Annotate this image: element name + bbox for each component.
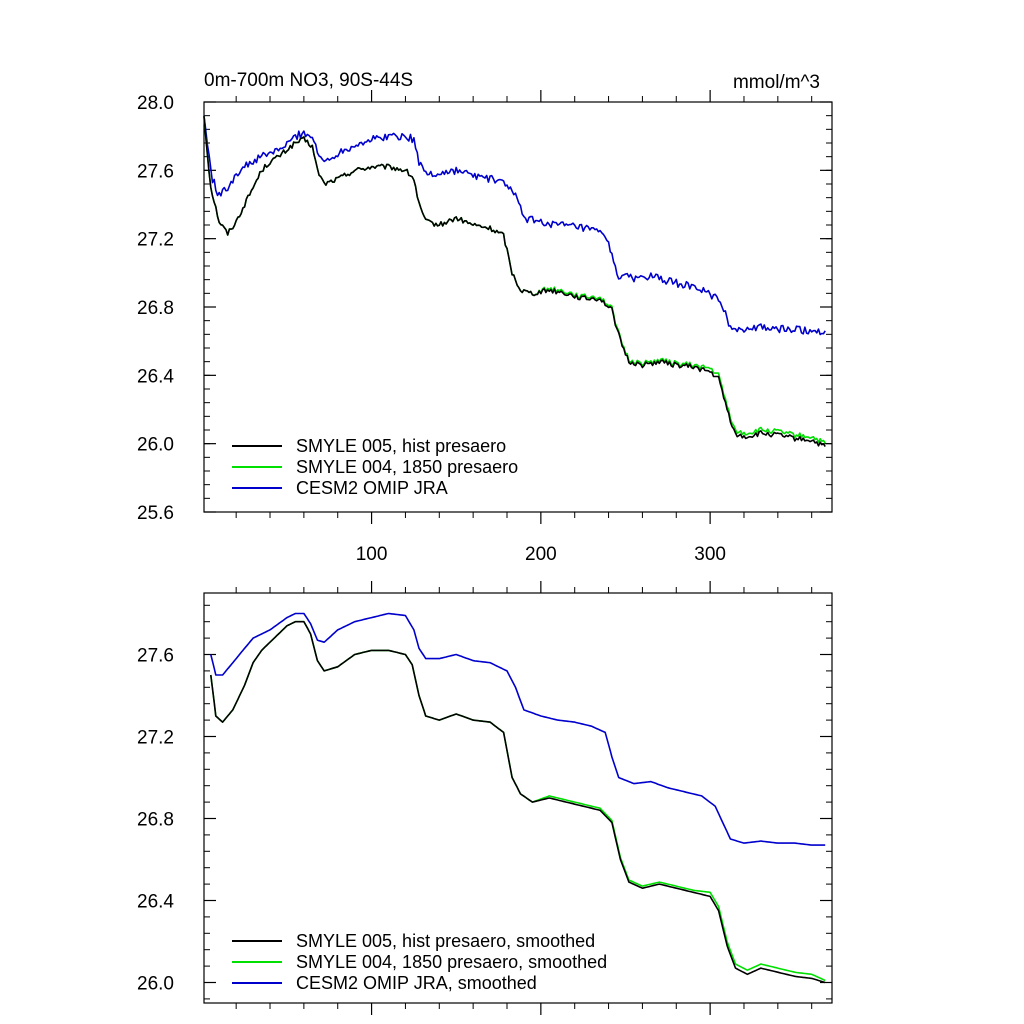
series-line bbox=[210, 612, 826, 846]
y-tick-label: 28.0 bbox=[137, 93, 174, 114]
series-line bbox=[210, 620, 826, 982]
y-tick-label: 26.8 bbox=[137, 298, 174, 319]
series-line bbox=[203, 115, 826, 336]
x-tick-label: 100 bbox=[356, 544, 388, 565]
x-tick-label: 300 bbox=[694, 544, 726, 565]
y-tick-label: 25.6 bbox=[137, 503, 174, 524]
y-tick-label: 26.0 bbox=[137, 974, 174, 995]
y-tick-label: 27.2 bbox=[137, 230, 174, 251]
legend-label: SMYLE 004, 1850 presaero, smoothed bbox=[296, 952, 607, 972]
top-panel: 0m-700m NO3, 90S-44S mmol/m^3 25.6 26.0 26… bbox=[137, 70, 833, 565]
units-label: mmol/m^3 bbox=[733, 72, 820, 93]
x-tick-label: 200 bbox=[525, 544, 557, 565]
y-tick-label: 26.0 bbox=[137, 435, 174, 456]
series-line bbox=[203, 116, 826, 448]
y-tick-label: 27.6 bbox=[137, 646, 174, 667]
legend-label: SMYLE 005, hist presaero, smoothed bbox=[296, 931, 595, 951]
y-tick-label: 26.4 bbox=[137, 892, 174, 913]
series-line bbox=[210, 620, 826, 984]
y-tick-label: 26.4 bbox=[137, 366, 174, 387]
legend-label: SMYLE 005, hist presaero bbox=[296, 436, 506, 456]
y-tick-label: 27.2 bbox=[137, 728, 174, 749]
legend-label: SMYLE 004, 1850 presaero bbox=[296, 457, 518, 477]
legend-label: CESM2 OMIP JRA, smoothed bbox=[296, 973, 537, 993]
panel-title: 0m-700m NO3, 90S-44S bbox=[204, 70, 413, 91]
y-tick-label: 26.8 bbox=[137, 810, 174, 831]
y-tick-label: 27.6 bbox=[137, 161, 174, 182]
bottom-panel: 26.0 26.4 26.8 27.2 27.6 SMYLE 005, hist pres… bbox=[137, 581, 833, 1015]
legend-label: CESM2 OMIP JRA bbox=[296, 478, 448, 498]
plot-frame bbox=[203, 592, 833, 1004]
